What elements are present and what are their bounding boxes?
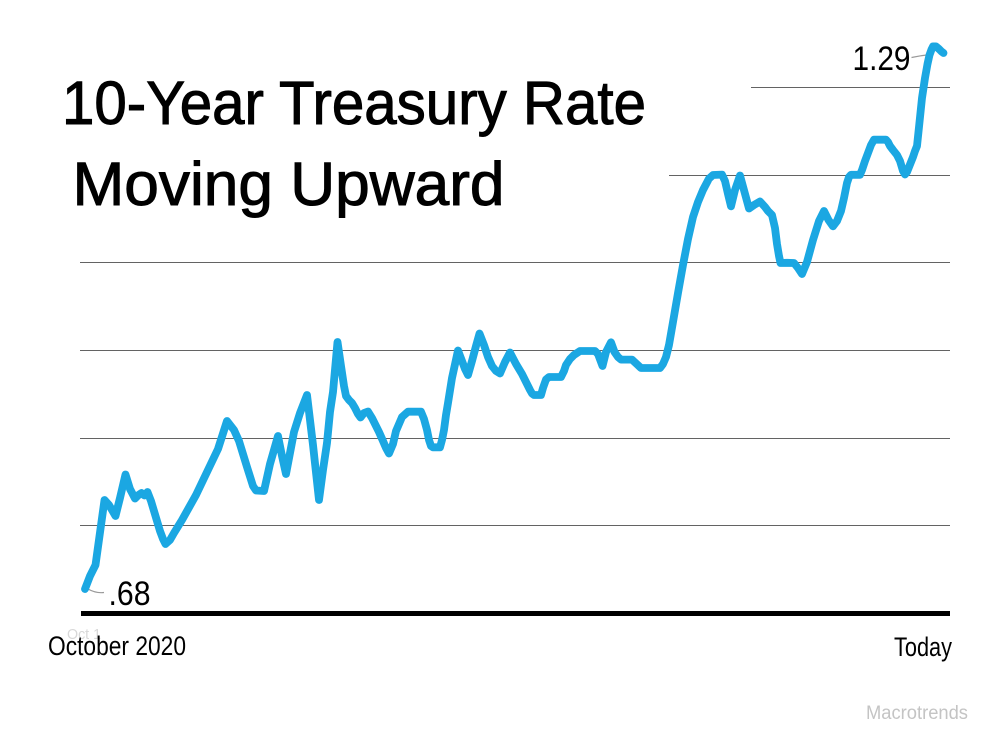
svg-text:.68: .68: [109, 575, 151, 613]
svg-text:Moving Upward: Moving Upward: [73, 150, 505, 218]
svg-text:Today: Today: [894, 632, 952, 662]
svg-text:1.29: 1.29: [853, 40, 911, 78]
svg-text:Macrotrends: Macrotrends: [866, 703, 968, 724]
svg-text:10-Year Treasury Rate: 10-Year Treasury Rate: [62, 69, 646, 137]
svg-text:Oct 1: Oct 1: [67, 626, 101, 643]
svg-text:October 2020: October 2020: [48, 631, 186, 661]
